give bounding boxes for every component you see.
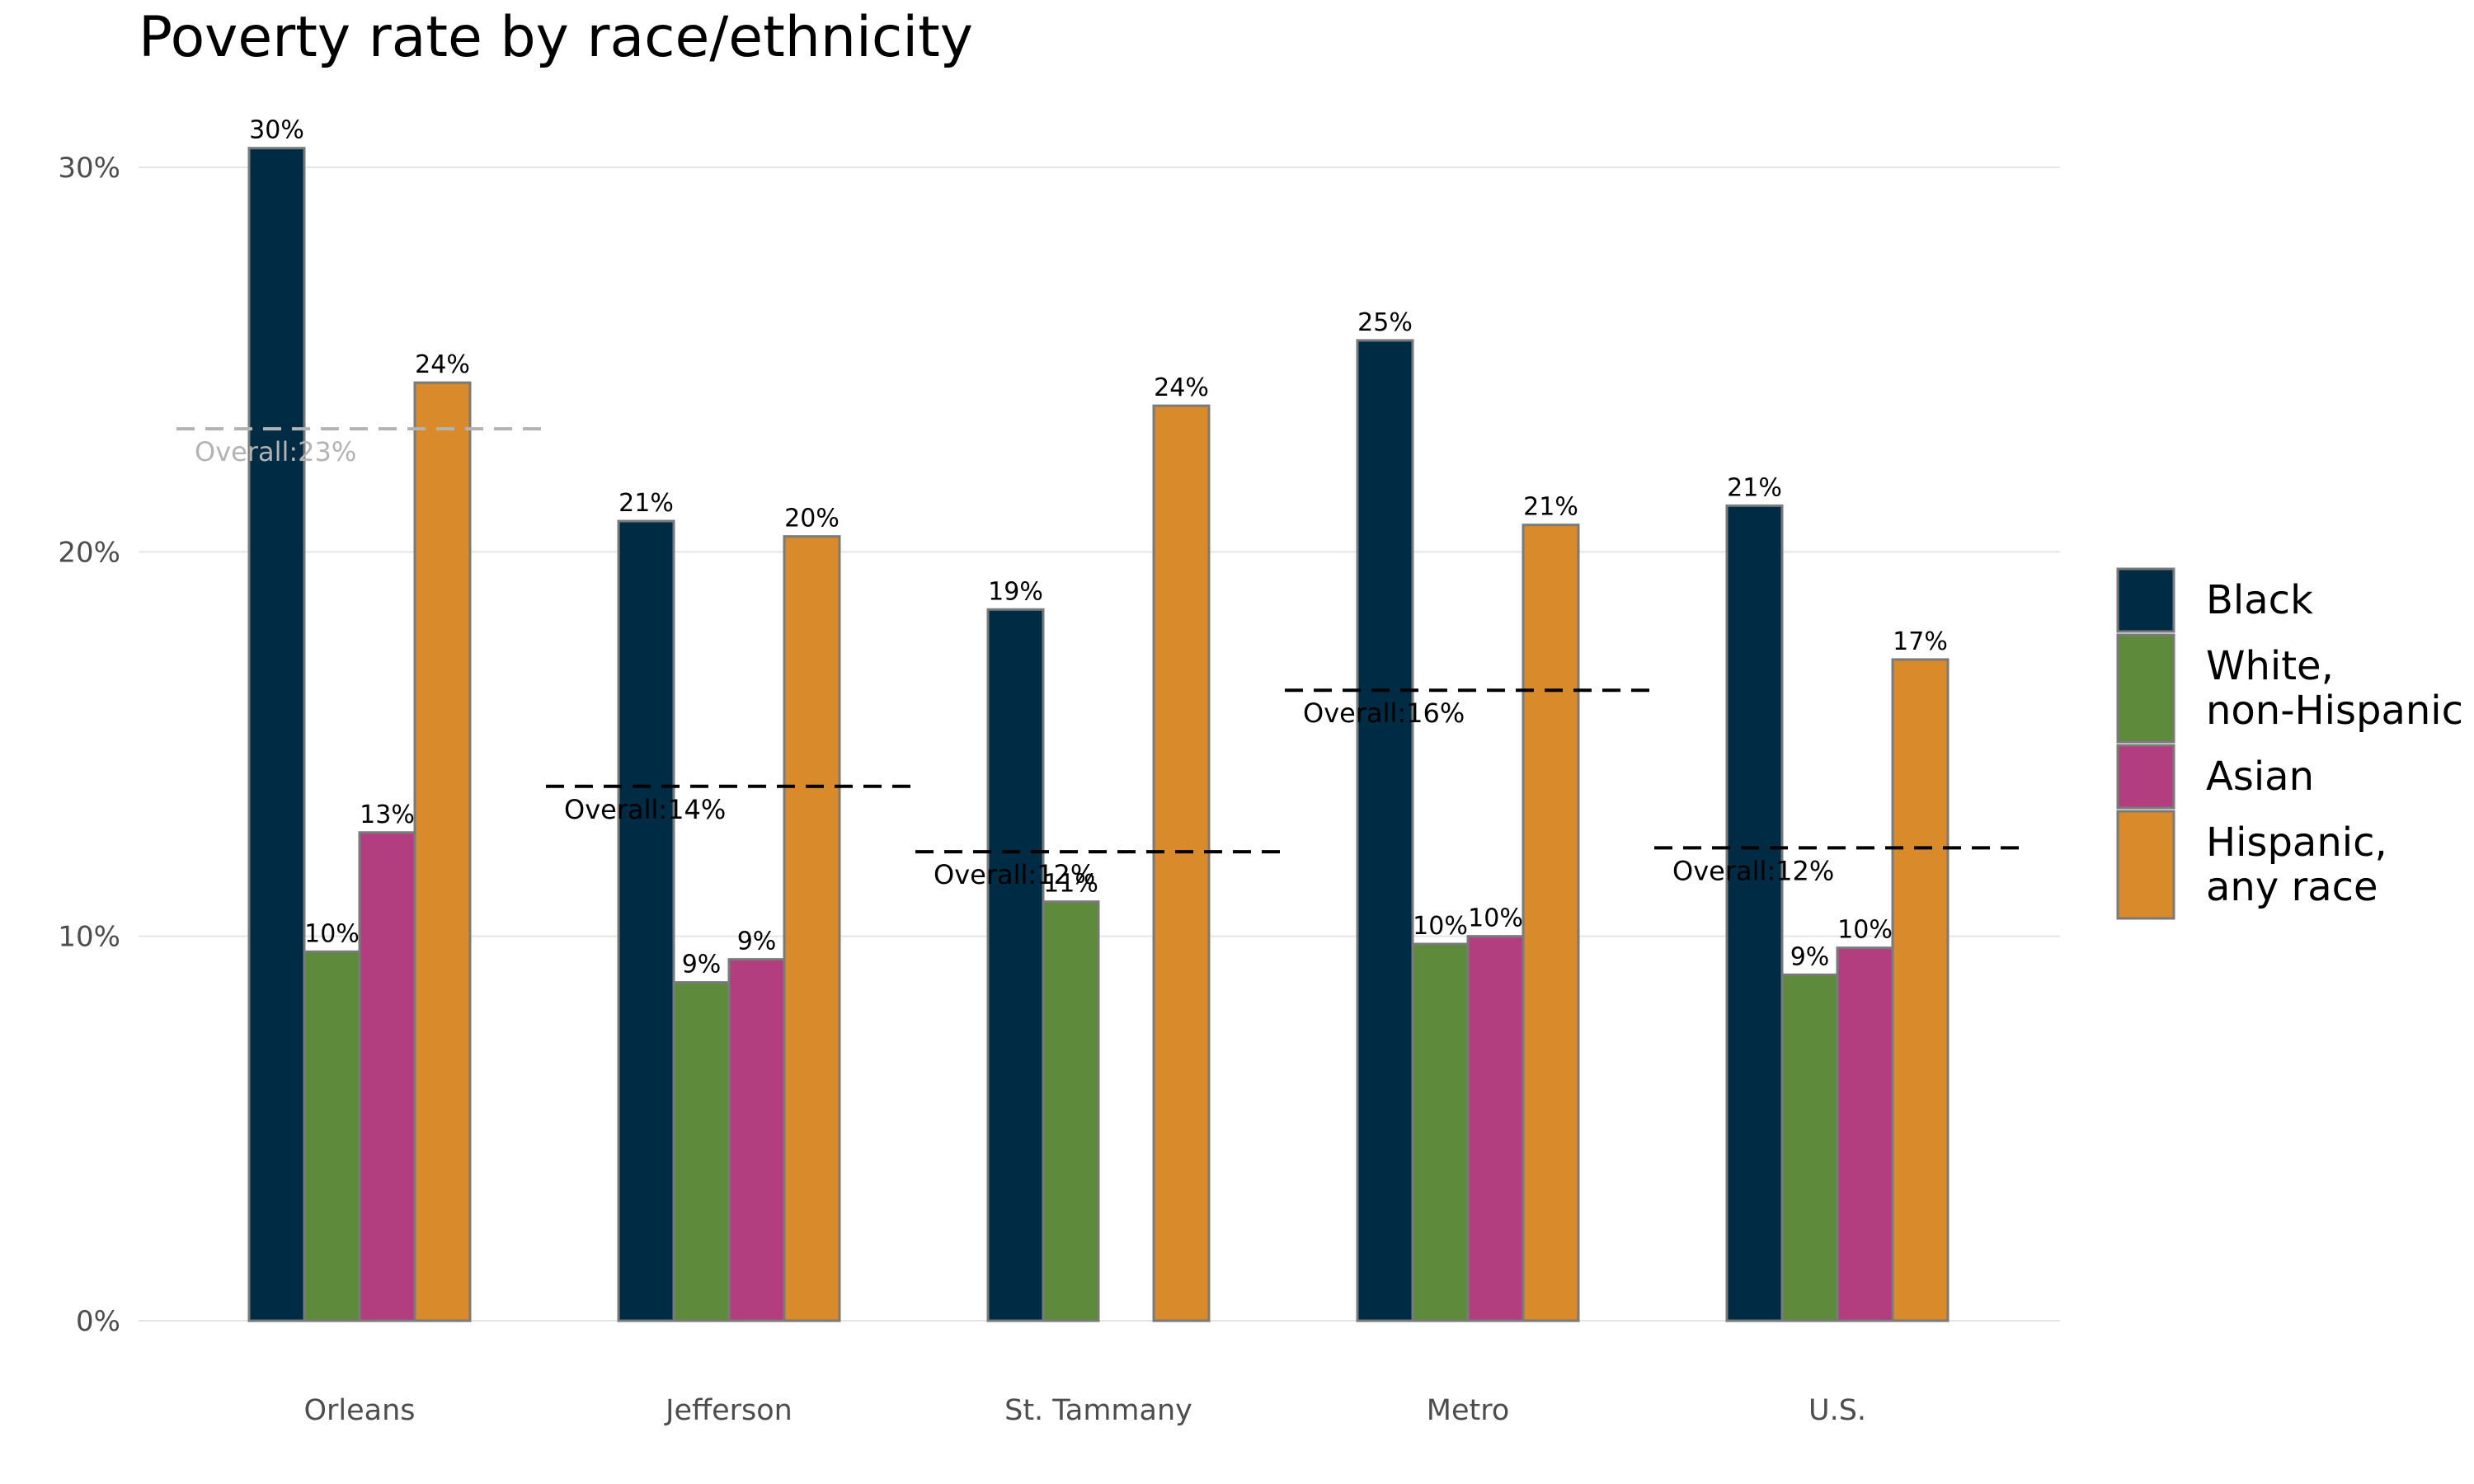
y-tick-label: 20% bbox=[58, 536, 120, 569]
bars: 30%10%13%24%21%9%9%20%19%11%24%25%10% 10%… bbox=[247, 116, 1950, 1322]
bar bbox=[1891, 658, 1950, 1322]
bar bbox=[1522, 524, 1580, 1322]
y-axis: 0% 10% 20% 30% bbox=[58, 152, 120, 1338]
bar bbox=[1411, 942, 1470, 1322]
legend-key bbox=[2116, 567, 2175, 633]
y-tick-label: 0% bbox=[76, 1305, 120, 1338]
legend-label: White, bbox=[2206, 643, 2334, 689]
bar-value-label: 11% bbox=[1043, 870, 1098, 899]
bar-value-label: 30% bbox=[249, 116, 304, 145]
bar bbox=[1836, 946, 1894, 1322]
bar-value-label: 19% bbox=[988, 577, 1043, 606]
legend-label: Hispanic, bbox=[2206, 819, 2387, 866]
bar-value-label: 24% bbox=[415, 350, 470, 379]
chart-title: Poverty rate by race/ethnicity bbox=[139, 5, 973, 70]
bar-value-label: 21% bbox=[1523, 493, 1578, 522]
bar bbox=[1466, 935, 1525, 1322]
overall-label: Overall:16% bbox=[1303, 697, 1465, 729]
overall-lines: Overall:23% Overall:14% Overall:12% Overall… bbox=[176, 427, 2020, 890]
overall-label: Overall:12% bbox=[1672, 855, 1834, 886]
bar-value-label: 21% bbox=[1727, 473, 1782, 502]
bar-value-label: 10% bbox=[1413, 912, 1468, 941]
y-tick-label: 10% bbox=[58, 921, 120, 954]
bar bbox=[247, 147, 306, 1322]
bar bbox=[1152, 404, 1211, 1322]
bar-value-label: 9% bbox=[682, 951, 722, 979]
x-tick-label: St. Tammany bbox=[1004, 1394, 1192, 1427]
bar bbox=[1780, 973, 1839, 1322]
bar bbox=[1356, 339, 1414, 1322]
x-tick-label: Orleans bbox=[303, 1394, 415, 1427]
overall-label: Overall:12% bbox=[934, 859, 1095, 890]
legend-label: Black bbox=[2206, 577, 2313, 623]
bar bbox=[727, 958, 786, 1322]
bar bbox=[617, 519, 675, 1322]
bar-value-label: 9% bbox=[737, 928, 777, 956]
bar-value-label: 24% bbox=[1154, 373, 1209, 402]
legend-label: any race bbox=[2206, 864, 2378, 910]
bar-value-label: 25% bbox=[1357, 308, 1413, 337]
bar-value-label: 9% bbox=[1790, 942, 1830, 971]
legend-key bbox=[2116, 810, 2175, 920]
bar bbox=[783, 535, 841, 1322]
bar-value-label: 21% bbox=[618, 489, 674, 518]
legend-key bbox=[2116, 633, 2175, 744]
bar-value-label: 20% bbox=[784, 505, 840, 533]
bar bbox=[986, 608, 1045, 1322]
bar-value-label: 13% bbox=[360, 801, 415, 829]
legend-key bbox=[2116, 744, 2175, 810]
x-axis: Orleans Jefferson St. Tammany Metro U.S. bbox=[303, 1394, 1866, 1427]
bar-value-label: 17% bbox=[1893, 627, 1948, 656]
bar-value-label: 10% bbox=[304, 919, 360, 948]
bar bbox=[358, 831, 416, 1322]
bar bbox=[1725, 504, 1784, 1322]
bar-value-label: 10% bbox=[1837, 916, 1893, 945]
bar bbox=[303, 950, 361, 1322]
x-tick-label: Metro bbox=[1427, 1394, 1510, 1427]
legend-label: Asian bbox=[2206, 754, 2314, 800]
bar-value-label: 10% bbox=[1468, 904, 1523, 933]
bar bbox=[1042, 900, 1100, 1322]
legend-label: non-Hispanic bbox=[2206, 688, 2463, 734]
y-tick-label: 30% bbox=[58, 152, 120, 185]
bar bbox=[672, 981, 731, 1322]
overall-label: Overall:23% bbox=[195, 436, 356, 467]
x-tick-label: Jefferson bbox=[664, 1394, 793, 1427]
x-tick-label: U.S. bbox=[1808, 1394, 1866, 1427]
legend: Black White,non-Hispanic Asian Hispanic,any… bbox=[2116, 567, 2463, 920]
bar bbox=[413, 381, 472, 1322]
overall-label: Overall:14% bbox=[564, 794, 726, 825]
